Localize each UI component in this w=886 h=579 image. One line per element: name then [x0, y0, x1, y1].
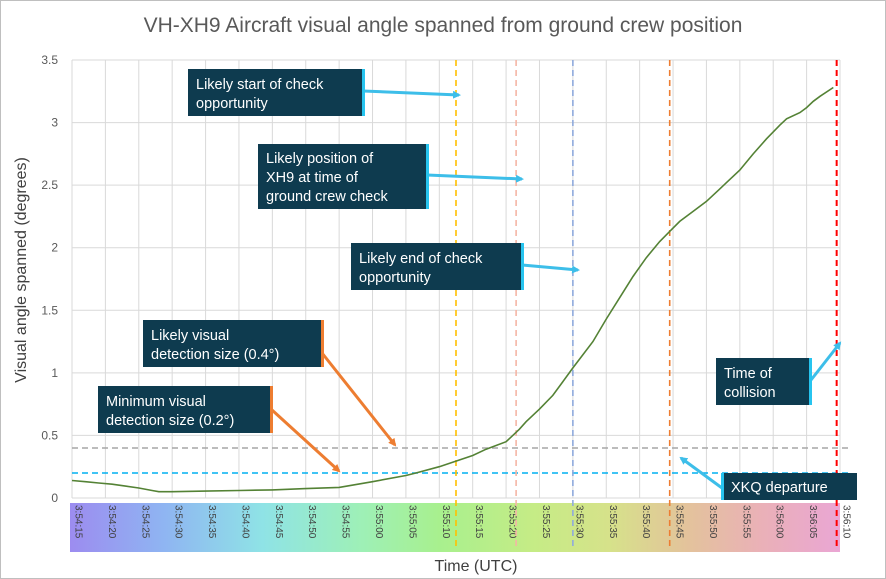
x-tick-label: 3:56:00 — [774, 505, 785, 539]
arrow-likely-end — [521, 263, 580, 274]
y-tick-label: 3 — [51, 116, 58, 130]
x-tick-label: 3:55:00 — [373, 505, 384, 539]
x-tick-label: 3:55:15 — [473, 505, 484, 539]
x-tick-label: 3:54:45 — [273, 505, 284, 539]
svg-text:opportunity: opportunity — [359, 270, 431, 286]
x-tick-label: 3:55:40 — [640, 505, 651, 539]
svg-text:XH9 at time of: XH9 at time of — [266, 170, 359, 186]
y-tick-label: 2 — [51, 241, 58, 255]
x-tick-label: 3:54:25 — [139, 505, 150, 539]
y-axis-label: Visual angle spanned (degrees) — [13, 157, 30, 383]
callout-likely-start: Likely start of check opportunity — [188, 69, 365, 116]
svg-text:Likely visual: Likely visual — [151, 328, 229, 344]
arrow-time-of-collision — [809, 341, 842, 381]
callout-likely-end: Likely end of check opportunity — [351, 243, 524, 290]
y-tick-label: 0.5 — [41, 428, 58, 442]
x-tick-label: 3:54:15 — [73, 505, 84, 539]
svg-text:Likely start of check: Likely start of check — [196, 77, 324, 93]
svg-text:ground crew check: ground crew check — [266, 189, 388, 205]
x-tick-label: 3:54:30 — [173, 505, 184, 539]
x-tick-label: 3:55:35 — [607, 505, 618, 539]
y-tick-label: 2.5 — [41, 178, 58, 192]
x-tick-label: 3:55:55 — [740, 505, 751, 539]
time-gradient-band — [70, 503, 840, 552]
x-tick-label: 3:55:50 — [707, 505, 718, 539]
callout-likely-visual: Likely visual detection size (0.4°) — [143, 320, 324, 367]
y-tick-label: 3.5 — [41, 53, 58, 67]
y-tick-label: 0 — [51, 491, 58, 505]
chart-title: VH-XH9 Aircraft visual angle spanned fro… — [144, 14, 743, 37]
arrow-likely-visual — [320, 352, 397, 447]
svg-text:Likely position of: Likely position of — [266, 151, 374, 167]
svg-text:Time of: Time of — [724, 366, 773, 382]
y-tick-label: 1.5 — [41, 303, 58, 317]
callout-likely-position: Likely position of XH9 at time of ground… — [258, 144, 429, 209]
visual-angle-line — [71, 86, 834, 493]
x-tick-label: 3:55:10 — [440, 505, 451, 539]
x-tick-label: 3:55:45 — [674, 505, 685, 539]
svg-text:detection size (0.2°): detection size (0.2°) — [106, 413, 234, 429]
x-tick-label: 3:55:25 — [540, 505, 551, 539]
y-tick-labels: 0 0.5 1 1.5 2 2.5 3 3.5 — [41, 53, 58, 505]
x-tick-label: 3:54:40 — [239, 505, 250, 539]
svg-text:XKQ departure: XKQ departure — [731, 480, 828, 496]
reference-markers — [72, 60, 848, 550]
callout-xkq-departure: XKQ departure — [721, 473, 857, 500]
arrow-minimum-visual — [270, 408, 341, 473]
x-tick-label: 3:54:55 — [340, 505, 351, 539]
x-tick-label: 3:56:05 — [807, 505, 818, 539]
svg-text:Minimum visual: Minimum visual — [106, 394, 206, 410]
callout-minimum-visual: Minimum visual detection size (0.2°) — [98, 386, 273, 433]
svg-text:detection size (0.4°): detection size (0.4°) — [151, 347, 279, 363]
x-axis-label: Time (UTC) — [435, 558, 518, 575]
svg-text:collision: collision — [724, 385, 776, 401]
x-tick-label: 3:54:20 — [106, 505, 117, 539]
x-tick-label: 3:55:20 — [507, 505, 518, 539]
x-tick-label: 3:55:05 — [406, 505, 417, 539]
svg-text:Likely end of check: Likely end of check — [359, 251, 483, 267]
arrow-likely-start — [362, 89, 461, 99]
x-tick-label: 3:54:35 — [206, 505, 217, 539]
x-tick-labels: 3:54:15 3:54:20 3:54:25 3:54:30 3:54:35 3:54:… — [73, 505, 852, 539]
callout-time-of-collision: Time of collision — [716, 358, 812, 405]
x-tick-label: 3:54:50 — [306, 505, 317, 539]
arrow-likely-position — [426, 173, 524, 183]
x-tick-label: 3:55:30 — [573, 505, 584, 539]
svg-text:opportunity: opportunity — [196, 96, 268, 112]
arrow-xkq-departure — [679, 456, 723, 490]
y-tick-label: 1 — [51, 366, 58, 380]
x-tick-label: 3:56:10 — [841, 505, 852, 539]
